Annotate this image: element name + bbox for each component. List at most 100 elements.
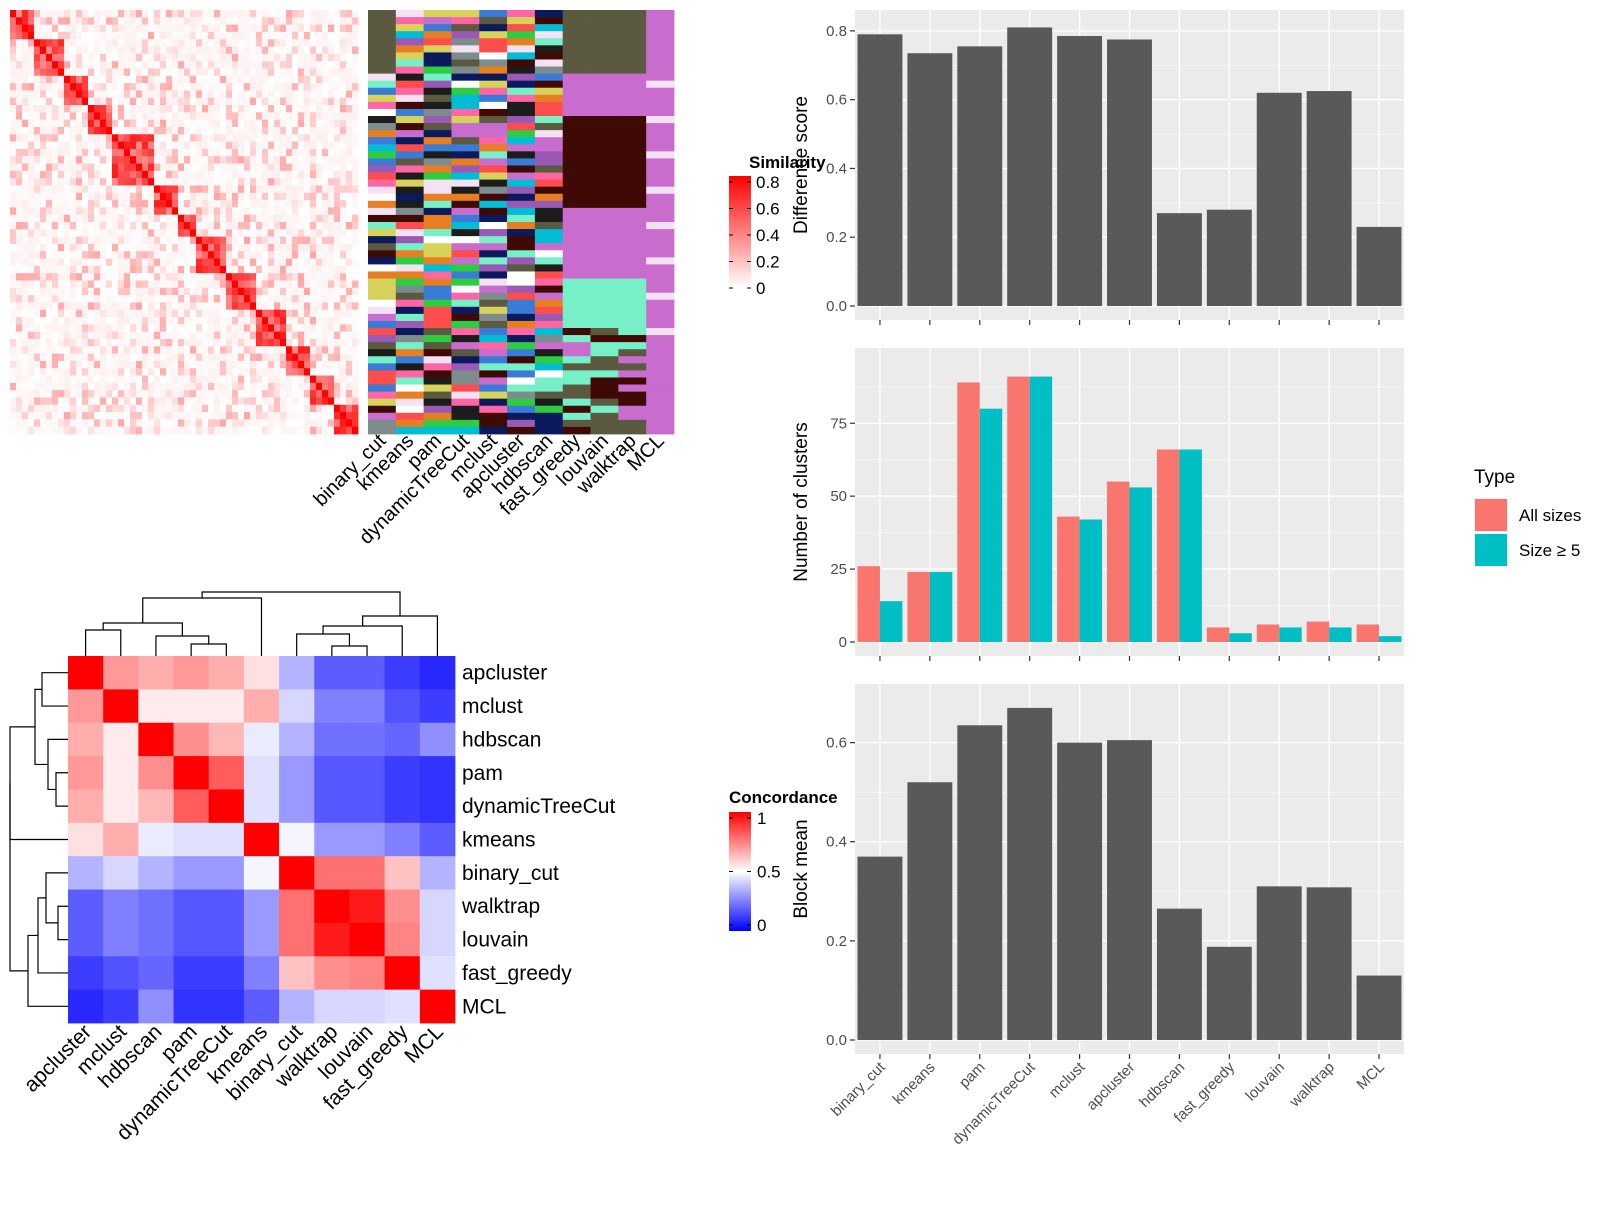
similarity-cell xyxy=(76,163,83,172)
similarity-cell xyxy=(106,53,113,62)
similarity-cell xyxy=(310,83,317,91)
similarity-cell xyxy=(46,134,53,142)
similarity-cell xyxy=(106,324,113,333)
similarity-cell xyxy=(106,375,113,384)
similarity-cell xyxy=(106,353,113,362)
annotation-cell xyxy=(534,45,564,53)
similarity-cell xyxy=(34,324,41,333)
similarity-cell xyxy=(298,338,305,347)
annotation-cell xyxy=(507,38,536,46)
annotation-cell xyxy=(451,17,480,25)
annotation-cell xyxy=(368,243,397,251)
annotation-cell xyxy=(507,278,536,286)
similarity-cell xyxy=(280,185,287,194)
similarity-cell xyxy=(340,324,347,333)
annotation-cell xyxy=(590,59,619,67)
similarity-cell xyxy=(334,360,341,369)
annotation-cell xyxy=(590,419,619,428)
similarity-cell xyxy=(46,390,53,398)
similarity-cell xyxy=(328,90,335,99)
similarity-cell xyxy=(238,302,245,311)
annotation-cell xyxy=(534,66,564,74)
similarity-cell xyxy=(82,112,89,121)
similarity-cell xyxy=(202,46,209,55)
annotation-cell xyxy=(368,172,397,180)
similarity-cell xyxy=(232,200,239,208)
similarity-cell xyxy=(172,412,179,420)
similarity-cell xyxy=(262,375,269,384)
similarity-cell xyxy=(70,185,77,194)
similarity-cell xyxy=(232,75,239,84)
similarity-cell xyxy=(190,273,197,281)
annotation-cell xyxy=(507,31,536,39)
annotation-cell xyxy=(451,313,480,322)
similarity-cell xyxy=(328,68,335,77)
similarity-cell xyxy=(178,412,185,420)
similarity-cell xyxy=(100,31,107,40)
similarity-cell xyxy=(334,112,341,121)
similarity-cell xyxy=(196,302,203,311)
similarity-cell xyxy=(256,404,263,413)
annotation-cell xyxy=(646,292,675,301)
similarity-cell xyxy=(172,368,179,376)
annotation-cell xyxy=(451,426,480,435)
similarity-cell xyxy=(28,39,35,47)
similarity-cell xyxy=(34,185,41,194)
similarity-cell xyxy=(100,105,107,113)
similarity-cell xyxy=(88,10,95,18)
similarity-cell xyxy=(256,112,263,121)
similarity-cell xyxy=(310,309,317,318)
similarity-cell xyxy=(214,404,221,413)
annotation-cell xyxy=(618,10,647,18)
concordance-cell xyxy=(419,722,456,757)
similarity-cell xyxy=(76,207,83,216)
similarity-cell xyxy=(76,90,83,99)
similarity-cell xyxy=(286,397,293,406)
annotation-cell xyxy=(562,264,591,272)
similarity-cell xyxy=(322,112,329,121)
similarity-cell xyxy=(214,287,221,296)
similarity-cell xyxy=(214,295,221,303)
similarity-cell xyxy=(70,75,77,84)
similarity-cell xyxy=(94,324,101,333)
similarity-cell xyxy=(286,273,293,281)
annotation-cell xyxy=(618,398,647,407)
similarity-cell xyxy=(124,105,131,113)
annotation-cell xyxy=(646,17,675,25)
similarity-cell xyxy=(112,134,119,142)
similarity-cell xyxy=(208,295,215,303)
similarity-cell xyxy=(100,222,107,230)
similarity-cell xyxy=(148,412,155,420)
similarity-cell xyxy=(292,243,299,252)
similarity-cell xyxy=(160,375,167,384)
annotation-cell xyxy=(479,264,508,272)
similarity-cell xyxy=(202,126,209,135)
similarity-cell xyxy=(226,419,233,428)
similarity-cell xyxy=(244,412,251,420)
similarity-cell xyxy=(154,75,161,84)
similarity-cell xyxy=(142,112,149,121)
similarity-cell xyxy=(112,61,119,69)
similarity-cell xyxy=(58,280,65,289)
annotation-cell xyxy=(590,158,619,166)
similarity-cell xyxy=(328,39,335,47)
similarity-cell xyxy=(148,53,155,62)
similarity-cell xyxy=(136,338,143,347)
annotation-cell xyxy=(368,17,397,25)
similarity-cell xyxy=(40,90,47,99)
similarity-cell xyxy=(310,126,317,135)
similarity-cell xyxy=(298,214,305,223)
similarity-cell xyxy=(238,375,245,384)
similarity-cell xyxy=(256,287,263,296)
similarity-cell xyxy=(94,360,101,369)
bar-size-ge5 xyxy=(979,408,1003,642)
similarity-cell xyxy=(250,207,257,216)
similarity-cell xyxy=(298,273,305,281)
similarity-cell xyxy=(316,207,323,216)
similarity-cell xyxy=(328,375,335,384)
annotation-cell xyxy=(562,292,591,301)
similarity-cell xyxy=(196,200,203,208)
similarity-cell xyxy=(286,207,293,216)
similarity-cell xyxy=(58,156,65,164)
similarity-cell xyxy=(280,273,287,281)
